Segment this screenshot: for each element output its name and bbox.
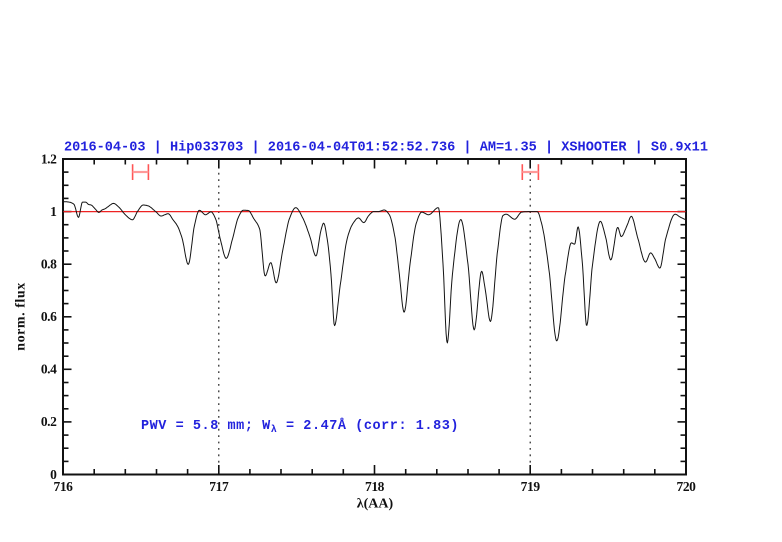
svg-text:0.6: 0.6 (41, 309, 57, 324)
svg-text:2016-04-03 | Hip033703 | 2016-: 2016-04-03 | Hip033703 | 2016-04-04T01:5… (64, 141, 708, 156)
svg-text:norm. flux: norm. flux (14, 282, 29, 351)
svg-text:0.2: 0.2 (41, 414, 57, 429)
svg-text:720: 720 (676, 479, 696, 494)
svg-text:1.2: 1.2 (41, 151, 57, 166)
svg-text:0.4: 0.4 (41, 362, 57, 377)
svg-text:0: 0 (50, 467, 57, 482)
svg-text:716: 716 (53, 479, 73, 494)
svg-text:λ(AA): λ(AA) (357, 497, 394, 512)
svg-text:718: 718 (365, 479, 385, 494)
svg-text:0.8: 0.8 (41, 257, 57, 272)
svg-text:1: 1 (50, 204, 57, 219)
svg-text:PWV = 5.8 mm; Wλ = 2.47Å (corr: PWV = 5.8 mm; Wλ = 2.47Å (corr: 1.83) (141, 418, 459, 436)
svg-text:719: 719 (521, 479, 541, 494)
svg-text:717: 717 (209, 479, 229, 494)
